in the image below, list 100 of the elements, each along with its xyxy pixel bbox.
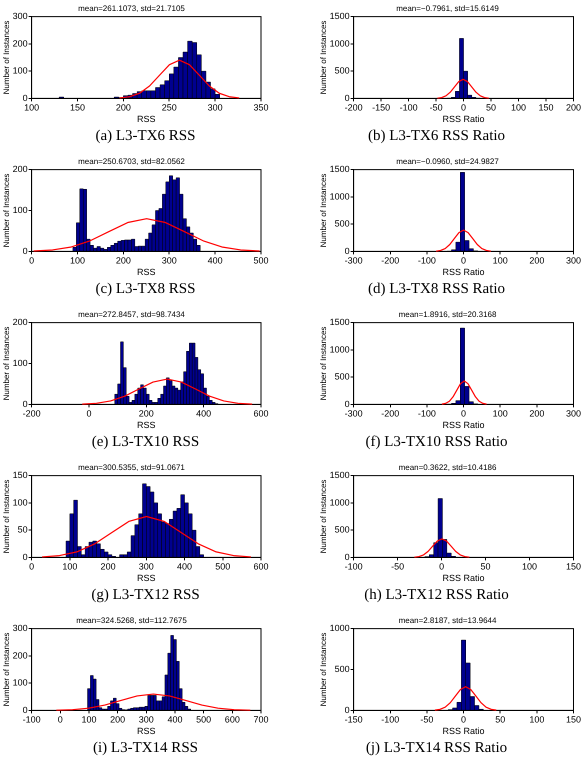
y-axis-title: Number of Instances xyxy=(2,20,12,94)
x-tick-label: 350 xyxy=(253,102,269,112)
y-axis-title: Number of Instances xyxy=(2,326,12,400)
x-axis-title: RSS Ratio xyxy=(442,267,485,278)
x-tick-label: -100 xyxy=(381,714,400,724)
y-axis-title: Number of Instances xyxy=(2,480,12,554)
y-tick-label: 200 xyxy=(12,650,28,660)
x-tick-label: -150 xyxy=(344,714,363,724)
y-tick-label: 100 xyxy=(12,204,28,215)
x-tick-label: 100 xyxy=(511,102,526,112)
chart-title: mean=300.5355, std=91.0671 xyxy=(78,463,186,472)
x-tick-label: -300 xyxy=(344,255,363,266)
y-tick-label: 100 xyxy=(12,678,28,688)
y-tick-label: 1000 xyxy=(330,623,350,634)
x-tick-label: 300 xyxy=(162,255,177,266)
x-tick-label: 200 xyxy=(566,102,582,112)
y-tick-label: 100 xyxy=(12,66,28,76)
y-tick-label: 0 xyxy=(344,398,350,409)
x-tick-label: 700 xyxy=(253,714,269,724)
text: (f) L3-TX10 RSS Ratio xyxy=(364,433,509,452)
text: (e) L3-TX10 RSS xyxy=(90,433,200,452)
x-tick-label: 200 xyxy=(100,561,116,572)
x-axis-title: RSS xyxy=(137,420,156,430)
x-tick-label: 400 xyxy=(196,408,212,418)
y-tick-label: 500 xyxy=(334,66,350,76)
y-tick-label: 300 xyxy=(12,11,28,22)
x-tick-label: 0 xyxy=(461,102,466,112)
y-axis-title: Number of Instances xyxy=(319,632,328,706)
x-axis-title: RSS xyxy=(137,726,156,736)
y-tick-label: 0 xyxy=(22,552,28,562)
y-tick-label: 200 xyxy=(12,164,28,174)
chart-title: mean=324.5268, std=112.7675 xyxy=(76,616,188,626)
x-tick-label: -200 xyxy=(381,255,400,266)
y-tick-label: 500 xyxy=(334,372,350,382)
y-tick-label: 1000 xyxy=(330,497,350,508)
chart-title: mean=−0.0960, std=24.9827 xyxy=(396,157,500,166)
x-tick-label: 500 xyxy=(196,714,212,724)
x-axis-title: RSS Ratio xyxy=(442,726,485,736)
x-tick-label: 0 xyxy=(439,561,444,572)
x-tick-label: 250 xyxy=(162,102,177,112)
y-axis-title: Number of Instances xyxy=(319,326,328,400)
x-tick-label: 600 xyxy=(253,561,269,572)
x-tick-label: 50 xyxy=(480,561,491,572)
x-tick-label: 600 xyxy=(253,408,269,418)
y-axis-title: Number of Instances xyxy=(319,20,328,94)
y-tick-label: 500 xyxy=(334,218,350,229)
x-axis-title: RSS Ratio xyxy=(442,420,485,430)
x-axis-title: RSS xyxy=(137,573,156,584)
x-tick-label: 100 xyxy=(70,255,86,266)
x-tick-label: 300 xyxy=(566,255,582,266)
x-tick-label: 300 xyxy=(138,714,154,724)
y-tick-label: 300 xyxy=(12,623,28,634)
x-tick-label: -200 xyxy=(381,408,400,418)
x-tick-label: 100 xyxy=(81,714,96,724)
text: (b) L3-TX6 RSS Ratio xyxy=(366,127,506,146)
y-tick-label: 0 xyxy=(344,246,350,256)
y-tick-label: 0 xyxy=(22,704,28,715)
x-tick-label: 300 xyxy=(208,102,223,112)
x-tick-label: 600 xyxy=(224,714,240,724)
text: (a) L3-TX6 RSS xyxy=(94,127,196,146)
x-tick-label: 500 xyxy=(253,255,269,266)
text: (d) L3-TX8 RSS Ratio xyxy=(366,280,506,299)
x-tick-label: 300 xyxy=(138,561,154,572)
y-tick-label: 50 xyxy=(18,524,28,535)
y-tick-label: 0 xyxy=(22,398,28,409)
x-tick-label: -100 xyxy=(418,408,436,418)
x-tick-label: 0 xyxy=(461,255,466,266)
x-axis-title: RSS Ratio xyxy=(442,114,485,124)
x-tick-label: 400 xyxy=(167,714,182,724)
x-tick-label: -50 xyxy=(391,561,404,572)
x-tick-label: 200 xyxy=(116,102,131,112)
chart-title: mean=272.8457, std=98.7434 xyxy=(78,310,186,320)
y-tick-label: 1000 xyxy=(330,344,350,354)
x-tick-label: 100 xyxy=(492,255,508,266)
x-tick-label: 100 xyxy=(62,561,78,572)
x-tick-label: -300 xyxy=(344,408,363,418)
x-tick-label: -100 xyxy=(344,561,363,572)
x-tick-label: 200 xyxy=(529,408,544,418)
x-tick-label: 200 xyxy=(529,255,544,266)
y-tick-label: 100 xyxy=(12,358,28,368)
chart-title: mean=0.3622, std=10.4186 xyxy=(398,463,497,472)
y-tick-label: 0 xyxy=(344,92,350,103)
text: (g) L3-TX12 RSS xyxy=(90,586,201,605)
x-tick-label: -200 xyxy=(22,408,41,418)
x-tick-label: -50 xyxy=(430,102,443,112)
y-tick-label: 0 xyxy=(344,552,350,562)
y-tick-label: 0 xyxy=(22,92,28,103)
x-tick-label: 300 xyxy=(566,408,582,418)
x-tick-label: 100 xyxy=(529,714,544,724)
y-tick-label: 0 xyxy=(344,704,350,715)
x-tick-label: -100 xyxy=(400,102,418,112)
y-tick-label: 150 xyxy=(12,470,28,480)
y-tick-label: 1500 xyxy=(330,11,350,22)
chart-title: mean=2.8187, std=13.9644 xyxy=(398,616,497,626)
x-axis-title: RSS xyxy=(137,114,156,124)
x-tick-label: -150 xyxy=(372,102,390,112)
x-tick-label: 400 xyxy=(208,255,223,266)
x-tick-label: 0 xyxy=(29,561,34,572)
y-tick-label: 500 xyxy=(334,524,350,535)
y-tick-label: 1000 xyxy=(330,191,350,202)
